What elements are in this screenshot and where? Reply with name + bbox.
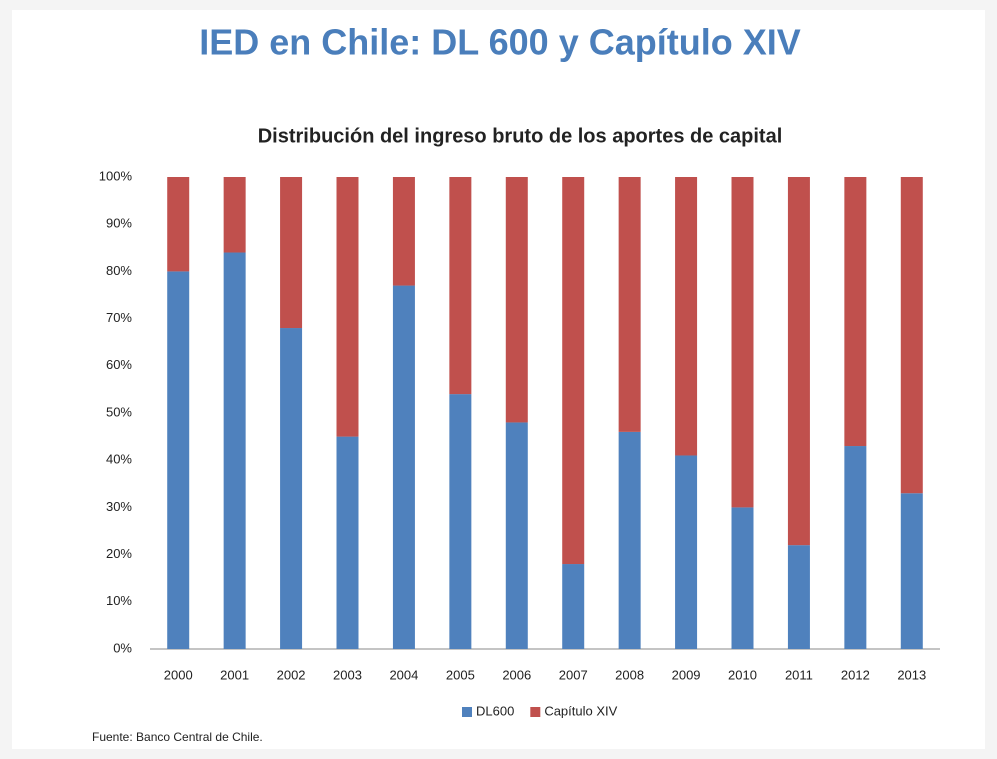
- bar-segment: [844, 177, 867, 447]
- x-tick-label: 2006: [502, 667, 531, 682]
- x-tick-label: 2011: [785, 667, 813, 682]
- x-tick-label: 2008: [615, 667, 644, 682]
- y-tick-label: 20%: [106, 546, 132, 561]
- y-tick-label: 60%: [106, 357, 132, 372]
- bar-segment: [900, 493, 923, 649]
- chart-title: IED en Chile: DL 600 y Capítulo XIV: [199, 22, 800, 63]
- legend-swatch: [462, 707, 472, 717]
- y-tick-label: 90%: [106, 216, 132, 231]
- bar-segment: [787, 545, 810, 649]
- y-tick-label: 30%: [106, 499, 132, 514]
- x-tick-label: 2013: [897, 667, 926, 682]
- bar-segment: [505, 177, 528, 423]
- x-tick-label: 2002: [277, 667, 306, 682]
- x-tick-label: 2003: [333, 667, 362, 682]
- bar-segment: [731, 507, 754, 649]
- bar-segment: [449, 394, 472, 649]
- bar-segment: [731, 177, 754, 508]
- chart-subtitle: Distribución del ingreso bruto de los ap…: [258, 125, 783, 147]
- bar-segment: [618, 431, 641, 649]
- chart-background: [12, 10, 985, 749]
- bar-segment: [900, 177, 923, 494]
- bar-segment: [449, 177, 472, 395]
- bar-segment: [844, 446, 867, 649]
- x-tick-label: 2007: [559, 667, 588, 682]
- y-tick-label: 50%: [106, 404, 132, 419]
- y-tick-label: 80%: [106, 263, 132, 278]
- source-note: Fuente: Banco Central de Chile.: [92, 730, 263, 744]
- x-tick-label: 2000: [164, 667, 193, 682]
- bar-segment: [167, 177, 190, 272]
- x-tick-label: 2005: [446, 667, 475, 682]
- bar-segment: [562, 177, 585, 565]
- bar-segment: [167, 271, 190, 649]
- y-tick-label: 70%: [106, 310, 132, 325]
- y-tick-label: 100%: [99, 168, 133, 183]
- bar-segment: [280, 328, 303, 649]
- bar-segment: [505, 422, 528, 649]
- bar-segment: [562, 564, 585, 649]
- x-tick-label: 2004: [389, 667, 418, 682]
- bar-segment: [618, 177, 641, 432]
- bar-segment: [223, 177, 246, 253]
- bar-segment: [787, 177, 810, 546]
- bar-segment: [392, 285, 415, 649]
- x-tick-label: 2009: [672, 667, 701, 682]
- bar-segment: [336, 177, 359, 437]
- x-tick-label: 2010: [728, 667, 757, 682]
- x-tick-label: 2012: [841, 667, 870, 682]
- y-tick-label: 0%: [113, 640, 132, 655]
- bar-segment: [280, 177, 303, 329]
- legend-label: Capítulo XIV: [544, 703, 617, 718]
- x-tick-label: 2001: [220, 667, 249, 682]
- bar-segment: [392, 177, 415, 286]
- bar-segment: [675, 455, 698, 649]
- bar-segment: [336, 436, 359, 649]
- y-tick-label: 10%: [106, 593, 132, 608]
- legend-label: DL600: [476, 703, 514, 718]
- bar-segment: [223, 252, 246, 649]
- y-tick-label: 40%: [106, 452, 132, 467]
- legend-swatch: [530, 707, 541, 717]
- bar-segment: [675, 177, 698, 456]
